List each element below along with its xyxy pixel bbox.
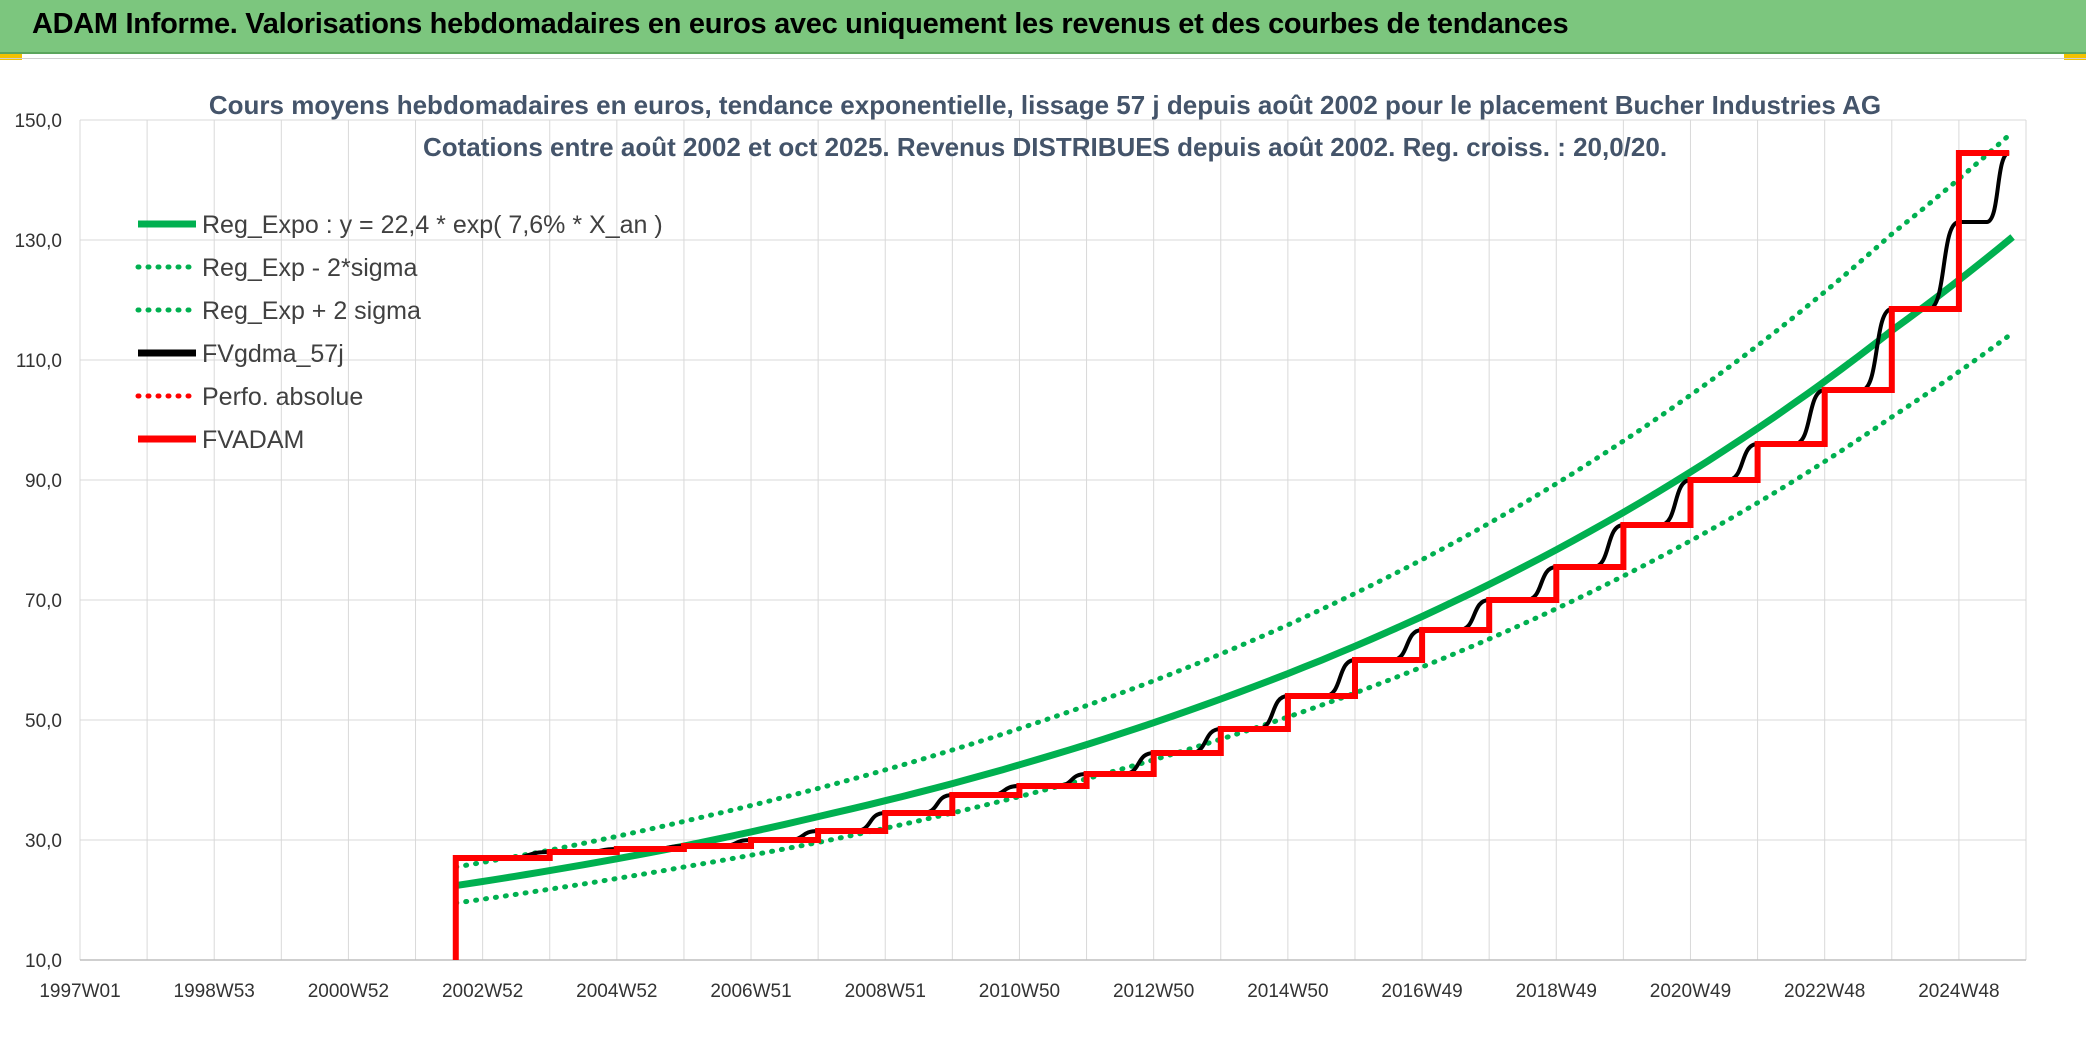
x-tick-label: 1997W01: [39, 981, 120, 1002]
y-tick-label: 150,0: [14, 111, 62, 132]
series-reg-exp-plus-2sigma: [453, 129, 2016, 870]
x-tick-label: 1998W53: [174, 981, 255, 1002]
series-reg-exp-minus-2sigma: [453, 330, 2016, 906]
corner-accent-left: [0, 54, 22, 60]
series-fvadam: [452, 150, 2010, 960]
x-tick-label: 2018W49: [1516, 981, 1597, 1002]
chart-series: [452, 129, 2016, 960]
legend-label: Reg_Expo : y = 22,4 * exp( 7,6% * X_an ): [202, 211, 663, 239]
series-reg-expo: [455, 234, 2015, 890]
x-tick-label: 2002W52: [442, 981, 523, 1002]
legend-label: FVADAM: [202, 426, 304, 454]
x-tick-label: 2012W50: [1113, 981, 1194, 1002]
x-tick-label: 2008W51: [845, 981, 926, 1002]
x-tick-label: 2006W51: [710, 981, 791, 1002]
chart-grid: [79, 119, 2027, 961]
chart: 10,0 30,0 50,0 70,0 90,0 110,0 130,0 150,0 1997…: [14, 90, 2027, 1002]
legend-label: Reg_Exp + 2 sigma: [202, 297, 421, 325]
y-tick-label: 50,0: [25, 711, 62, 732]
header-title: ADAM Informe. Valorisations hebdomadaire…: [32, 8, 1569, 40]
chart-legend: Reg_Expo : y = 22,4 * exp( 7,6% * X_an )…: [135, 211, 663, 454]
y-tick-label: 30,0: [25, 831, 62, 852]
x-tick-label: 2024W48: [1918, 981, 1999, 1002]
header-banner: ADAM Informe. Valorisations hebdomadaire…: [0, 0, 2086, 54]
x-tick-label: 2004W52: [576, 981, 657, 1002]
y-tick-label: 110,0: [16, 351, 62, 372]
legend-label: Perfo. absolue: [202, 383, 363, 411]
x-axis-ticks: 1997W01 1998W53 2000W52 2002W52 2004W52 2006W…: [39, 981, 1999, 1002]
corner-accent-right: [2064, 54, 2086, 60]
series-fvgdma: [455, 151, 2011, 860]
chart-frame: 10,0 30,0 50,0 70,0 90,0 110,0 130,0 150,0 1997…: [0, 58, 2086, 1037]
legend-label: Reg_Exp - 2*sigma: [202, 254, 417, 282]
x-tick-label: 2014W50: [1247, 981, 1328, 1002]
chart-title: Cours moyens hebdomadaires en euros, ten…: [209, 90, 1881, 120]
x-tick-label: 2000W52: [308, 981, 389, 1002]
legend-label: FVgdma_57j: [202, 340, 344, 368]
chart-subtitle: Cotations entre août 2002 et oct 2025. R…: [423, 132, 1667, 162]
x-tick-label: 2022W48: [1784, 981, 1865, 1002]
y-tick-label: 130,0: [14, 231, 62, 252]
y-tick-label: 70,0: [25, 591, 62, 612]
y-tick-label: 10,0: [25, 951, 62, 972]
x-tick-label: 2020W49: [1650, 981, 1731, 1002]
x-tick-label: 2010W50: [979, 981, 1060, 1002]
y-tick-label: 90,0: [25, 471, 62, 492]
y-axis-ticks: 10,0 30,0 50,0 70,0 90,0 110,0 130,0 150,0: [14, 111, 62, 972]
x-tick-label: 2016W49: [1381, 981, 1462, 1002]
